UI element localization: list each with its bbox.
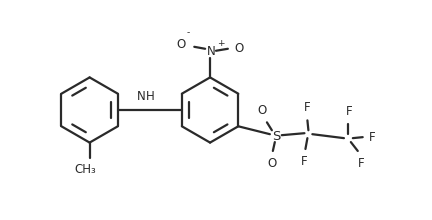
Text: F: F [357, 157, 364, 170]
Text: O: O [235, 42, 244, 55]
Text: O: O [267, 157, 276, 170]
Text: N: N [137, 90, 145, 103]
Text: F: F [304, 101, 311, 114]
Text: F: F [301, 155, 308, 168]
Text: -: - [186, 28, 190, 37]
Text: F: F [368, 131, 375, 144]
Text: H: H [146, 90, 154, 103]
Text: CH₃: CH₃ [75, 163, 96, 176]
Text: F: F [346, 105, 352, 118]
Text: S: S [272, 130, 280, 143]
Text: N: N [206, 45, 216, 58]
Text: +: + [217, 39, 225, 48]
Text: O: O [176, 38, 185, 51]
Text: O: O [257, 104, 267, 117]
